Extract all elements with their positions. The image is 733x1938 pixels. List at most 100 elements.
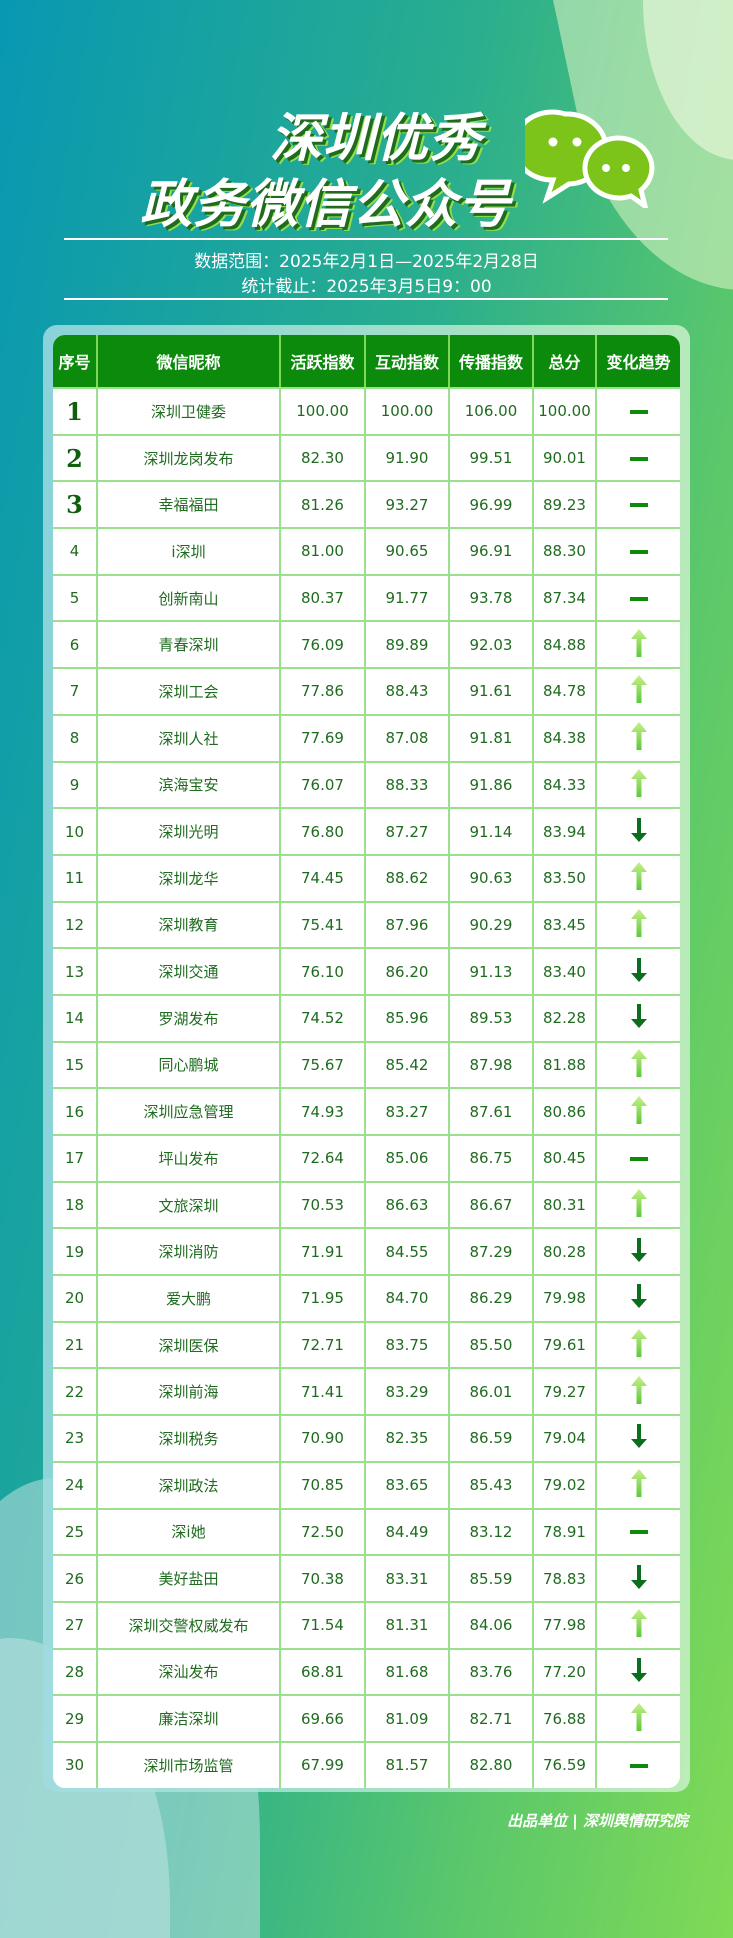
dash-icon xyxy=(629,456,648,461)
rank-cell: 30 xyxy=(53,1740,98,1788)
spread-cell: 86.59 xyxy=(450,1414,534,1461)
trend-cell xyxy=(597,1554,680,1601)
name-cell: 深圳应急管理 xyxy=(98,1087,281,1134)
spread-cell: 85.50 xyxy=(450,1320,534,1368)
table-row: 22 深圳前海 71.41 83.29 86.01 79.27 xyxy=(53,1367,680,1415)
spread-cell: 82.80 xyxy=(450,1740,534,1788)
dash-icon xyxy=(629,1763,648,1768)
activity-cell: 72.50 xyxy=(281,1507,366,1555)
interaction-cell: 81.09 xyxy=(366,1694,450,1741)
data-range: 数据范围：2025年2月1日—2025年2月28日 xyxy=(194,252,539,272)
name-cell: 青春深圳 xyxy=(98,620,281,668)
rank-cell: 11 xyxy=(53,853,98,901)
interaction-cell: 91.90 xyxy=(366,433,450,481)
trend-cell xyxy=(597,1460,680,1508)
name-cell: 深圳市场监管 xyxy=(98,1740,281,1788)
interaction-cell: 88.62 xyxy=(366,853,450,901)
rank-cell: 8 xyxy=(53,713,98,761)
rank-cell: 22 xyxy=(53,1367,98,1415)
total-cell: 77.98 xyxy=(534,1600,597,1648)
interaction-cell: 100.00 xyxy=(366,387,450,434)
rank-cell: 27 xyxy=(53,1600,98,1648)
divider xyxy=(64,298,668,300)
activity-cell: 69.66 xyxy=(281,1694,366,1741)
spread-cell: 84.06 xyxy=(450,1600,534,1648)
trend-cell xyxy=(597,387,680,434)
activity-cell: 71.95 xyxy=(281,1274,366,1321)
rank-cell: 14 xyxy=(53,993,98,1041)
arrow-up-icon xyxy=(630,1469,648,1502)
arrow-up-icon xyxy=(630,722,648,755)
activity-cell: 74.45 xyxy=(281,853,366,901)
name-cell: 深圳龙岗发布 xyxy=(98,433,281,481)
arrow-up-icon xyxy=(630,1609,648,1642)
column-header: 变化趋势 xyxy=(597,335,680,387)
spread-cell: 91.13 xyxy=(450,947,534,994)
spread-cell: 85.43 xyxy=(450,1460,534,1508)
dash-icon xyxy=(629,409,648,414)
total-cell: 79.61 xyxy=(534,1320,597,1368)
table-row: 29 廉洁深圳 69.66 81.09 82.71 76.88 xyxy=(53,1694,680,1741)
name-cell: 深i她 xyxy=(98,1507,281,1555)
interaction-cell: 87.96 xyxy=(366,900,450,948)
total-cell: 83.94 xyxy=(534,807,597,854)
activity-cell: 74.93 xyxy=(281,1087,366,1134)
rank-cell: 3 xyxy=(53,480,98,528)
activity-cell: 71.54 xyxy=(281,1600,366,1648)
trend-cell xyxy=(597,480,680,527)
arrow-down-icon xyxy=(630,1004,648,1033)
interaction-cell: 89.89 xyxy=(366,620,450,668)
total-cell: 80.31 xyxy=(534,1180,597,1228)
total-cell: 79.98 xyxy=(534,1274,597,1321)
activity-cell: 75.41 xyxy=(281,900,366,948)
rank-cell: 18 xyxy=(53,1180,98,1228)
trend-cell xyxy=(597,1600,680,1648)
activity-cell: 71.91 xyxy=(281,1227,366,1275)
trend-cell xyxy=(597,853,680,901)
interaction-cell: 88.43 xyxy=(366,667,450,714)
spread-cell: 106.00 xyxy=(450,387,534,434)
total-cell: 100.00 xyxy=(534,387,597,434)
table-row: 17 坪山发布 72.64 85.06 86.75 80.45 xyxy=(53,1134,680,1181)
trend-cell xyxy=(597,1180,680,1228)
rank-cell: 15 xyxy=(53,1040,98,1088)
arrow-down-icon xyxy=(630,1284,648,1313)
dash-icon xyxy=(629,1530,648,1535)
rank-cell: 7 xyxy=(53,667,98,714)
activity-cell: 70.53 xyxy=(281,1180,366,1228)
table-row: 13 深圳交通 76.10 86.20 91.13 83.40 xyxy=(53,947,680,994)
name-cell: 深圳人社 xyxy=(98,713,281,761)
column-header: 微信昵称 xyxy=(98,335,281,387)
total-cell: 87.34 xyxy=(534,573,597,621)
interaction-cell: 83.75 xyxy=(366,1320,450,1368)
activity-cell: 82.30 xyxy=(281,433,366,481)
table-row: 5 创新南山 80.37 91.77 93.78 87.34 xyxy=(53,573,680,621)
spread-cell: 90.63 xyxy=(450,853,534,901)
rank-cell: 24 xyxy=(53,1460,98,1508)
total-cell: 84.78 xyxy=(534,667,597,714)
spread-cell: 83.12 xyxy=(450,1507,534,1555)
arrow-down-icon xyxy=(630,1564,648,1594)
interaction-cell: 84.49 xyxy=(366,1507,450,1555)
interaction-cell: 83.27 xyxy=(366,1087,450,1134)
interaction-cell: 85.42 xyxy=(366,1040,450,1088)
trend-cell xyxy=(597,1134,680,1181)
interaction-cell: 86.63 xyxy=(366,1180,450,1228)
interaction-cell: 93.27 xyxy=(366,480,450,528)
interaction-cell: 88.33 xyxy=(366,760,450,808)
name-cell: i深圳 xyxy=(98,527,281,574)
trend-cell xyxy=(597,433,680,481)
total-cell: 83.50 xyxy=(534,853,597,901)
name-cell: 幸福福田 xyxy=(98,480,281,528)
arrow-down-icon xyxy=(630,957,648,987)
name-cell: 深圳政法 xyxy=(98,1460,281,1508)
table-row: 27 深圳交警权威发布 71.54 81.31 84.06 77.98 xyxy=(53,1600,680,1648)
interaction-cell: 91.77 xyxy=(366,573,450,621)
rank-cell: 4 xyxy=(53,527,98,574)
trend-cell xyxy=(597,1320,680,1368)
trend-cell xyxy=(597,667,680,714)
name-cell: 滨海宝安 xyxy=(98,760,281,808)
trend-cell xyxy=(597,620,680,667)
spread-cell: 91.61 xyxy=(450,667,534,714)
